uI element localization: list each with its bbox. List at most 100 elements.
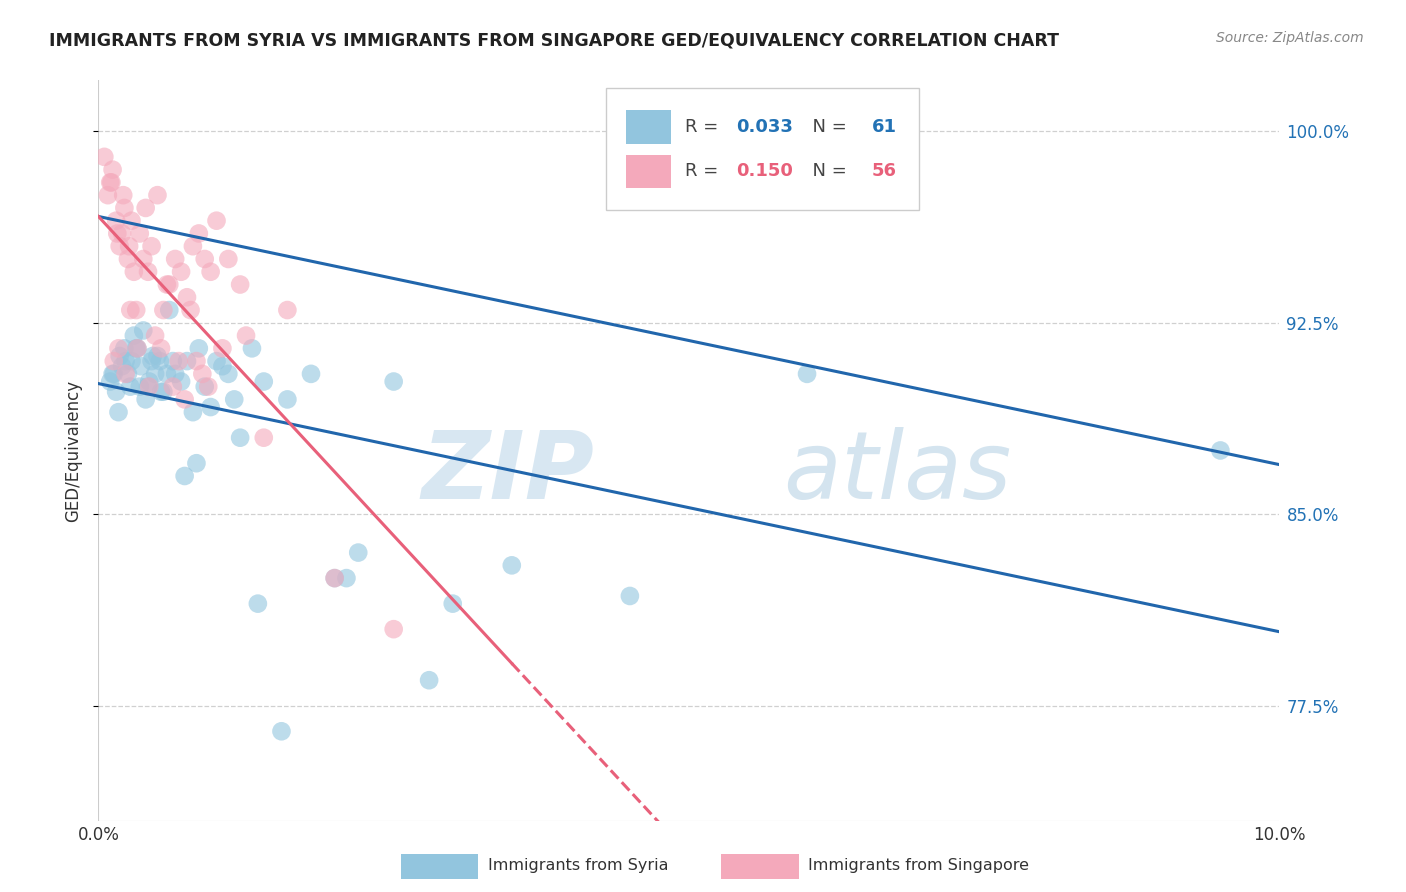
Point <box>186 354 208 368</box>
Bar <box>626 111 671 144</box>
Point <box>162 379 184 393</box>
Point <box>118 239 141 253</box>
Point <box>167 354 190 368</box>
Point <box>205 213 228 227</box>
Point <box>138 375 160 389</box>
Point <box>143 328 166 343</box>
Point <box>150 384 173 399</box>
Point <box>382 375 405 389</box>
Point <box>186 456 208 470</box>
Point <box>107 405 129 419</box>
Point <box>136 265 159 279</box>
Point <box>253 375 276 389</box>
Point <box>121 354 143 368</box>
Point <box>112 201 135 215</box>
Text: 61: 61 <box>872 118 897 136</box>
Point <box>122 265 145 279</box>
Point <box>191 367 214 381</box>
Point <box>149 354 172 368</box>
Text: N =: N = <box>801 118 852 136</box>
Text: R =: R = <box>685 162 724 180</box>
Point <box>165 252 187 266</box>
Point <box>165 367 187 381</box>
Point <box>224 392 246 407</box>
Point <box>136 379 159 393</box>
Point <box>170 375 193 389</box>
Point <box>157 303 180 318</box>
Point <box>105 227 128 241</box>
Point <box>135 392 157 407</box>
Point <box>187 342 209 356</box>
Point <box>181 405 204 419</box>
Point <box>125 342 148 356</box>
Text: Immigrants from Singapore: Immigrants from Singapore <box>808 858 1029 872</box>
Text: 0.033: 0.033 <box>737 118 793 136</box>
Point <box>112 342 135 356</box>
Point <box>187 227 209 241</box>
Point <box>105 384 128 399</box>
Text: Source: ZipAtlas.com: Source: ZipAtlas.com <box>1216 31 1364 45</box>
Point <box>101 162 124 177</box>
Point <box>146 349 169 363</box>
Point <box>270 724 292 739</box>
Point <box>142 349 165 363</box>
Point <box>122 328 145 343</box>
Point <box>111 227 134 241</box>
Point <box>176 354 198 368</box>
Point <box>101 367 124 381</box>
Point <box>141 354 163 368</box>
Point <box>382 622 405 636</box>
Point <box>181 239 204 253</box>
Point <box>276 392 298 407</box>
Point <box>132 252 155 266</box>
Point <box>129 359 152 374</box>
Point <box>141 239 163 253</box>
Point <box>114 354 136 368</box>
Point <box>156 367 179 381</box>
Point <box>335 571 357 585</box>
Point <box>170 265 193 279</box>
Point <box>194 379 217 393</box>
Point <box>157 277 180 292</box>
Point <box>127 342 149 356</box>
Text: R =: R = <box>685 118 724 136</box>
Point <box>200 265 222 279</box>
Point <box>211 359 233 374</box>
Point <box>108 349 131 363</box>
Point <box>299 367 322 381</box>
Point <box>97 188 120 202</box>
Point <box>253 431 276 445</box>
Y-axis label: GED/Equivalency: GED/Equivalency <box>65 379 83 522</box>
Point <box>197 379 219 393</box>
FancyBboxPatch shape <box>606 87 920 210</box>
Text: atlas: atlas <box>783 427 1012 518</box>
Point <box>176 290 198 304</box>
Point <box>173 469 195 483</box>
Point <box>152 303 174 318</box>
Point <box>112 188 135 202</box>
Point <box>347 545 370 559</box>
Text: 56: 56 <box>872 162 897 180</box>
Point <box>125 303 148 318</box>
Point <box>143 367 166 381</box>
Point <box>501 558 523 573</box>
Point <box>132 323 155 337</box>
Point <box>152 384 174 399</box>
Point <box>229 431 252 445</box>
Point <box>114 367 136 381</box>
Text: N =: N = <box>801 162 852 180</box>
Point <box>138 379 160 393</box>
Point <box>276 303 298 318</box>
Point <box>105 213 128 227</box>
Point <box>108 239 131 253</box>
Point <box>173 392 195 407</box>
Point <box>93 150 115 164</box>
Point <box>323 571 346 585</box>
Point <box>796 367 818 381</box>
Point <box>418 673 440 688</box>
Text: IMMIGRANTS FROM SYRIA VS IMMIGRANTS FROM SINGAPORE GED/EQUIVALENCY CORRELATION C: IMMIGRANTS FROM SYRIA VS IMMIGRANTS FROM… <box>49 31 1059 49</box>
Text: 0.150: 0.150 <box>737 162 793 180</box>
Bar <box>626 154 671 188</box>
Point <box>211 342 233 356</box>
Point <box>240 342 263 356</box>
